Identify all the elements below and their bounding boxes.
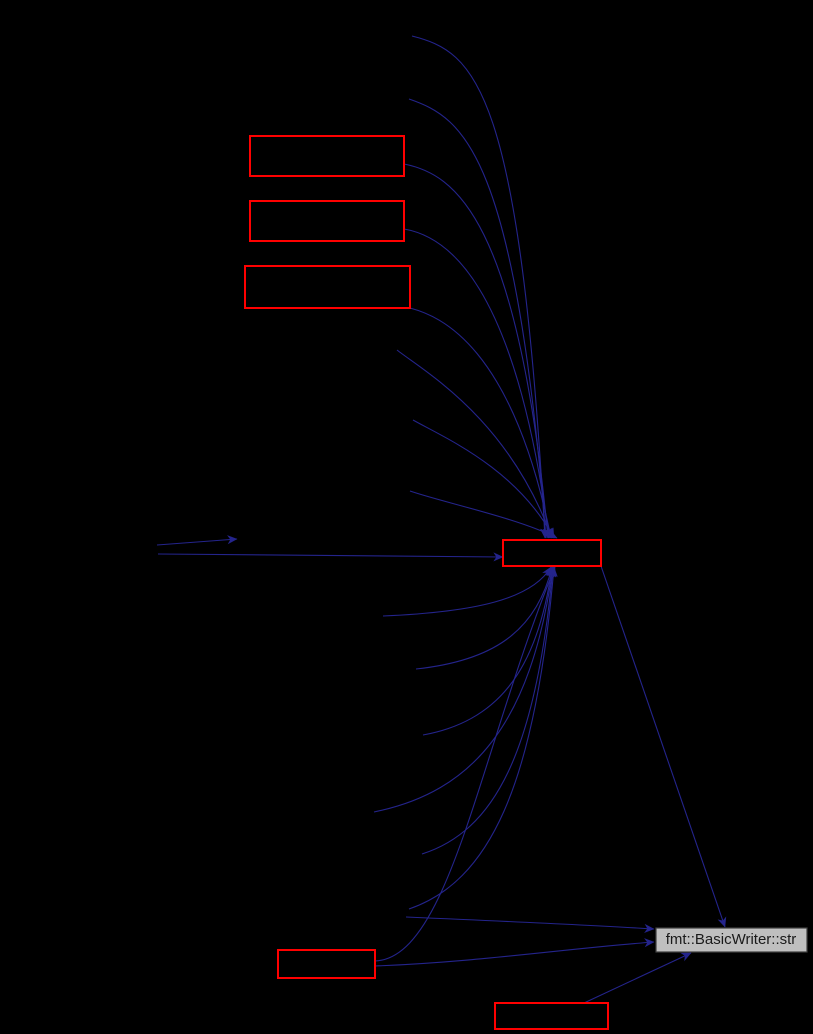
svg-text:fmt::BasicWriter::str: fmt::BasicWriter::str bbox=[666, 931, 797, 948]
